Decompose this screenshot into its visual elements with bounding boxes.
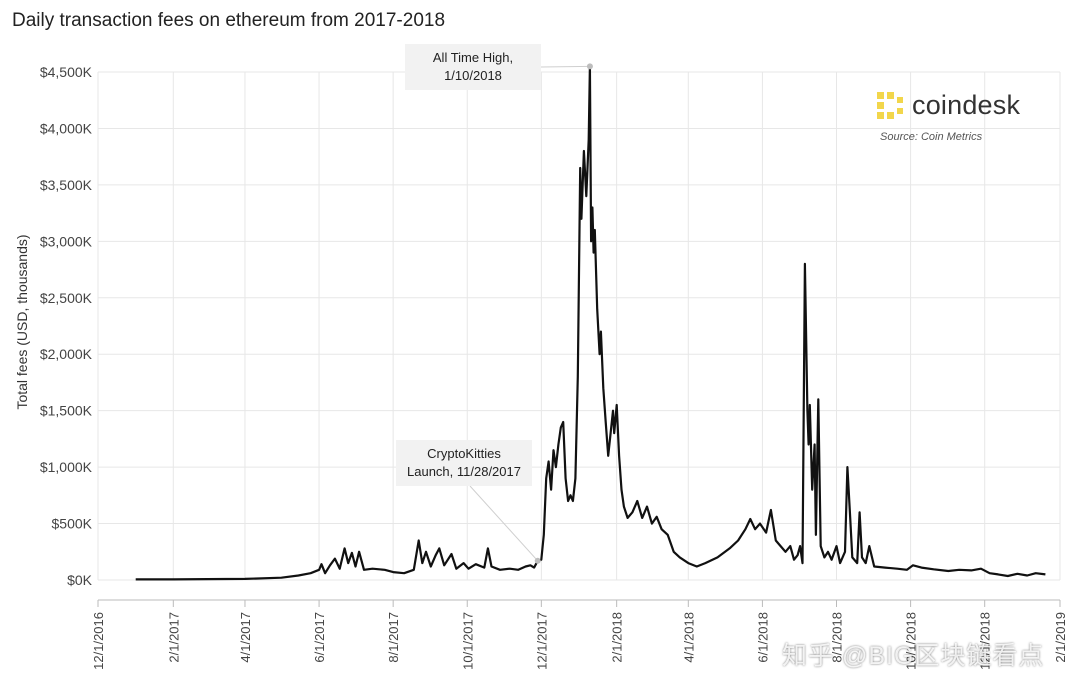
- x-tick-label: 6/1/2017: [312, 612, 327, 663]
- grid-layer: [97, 71, 1061, 581]
- x-tick-label: 12/1/2016: [91, 612, 106, 670]
- y-tick-label: $0K: [67, 572, 93, 588]
- y-ticks: $0K $500K $1,000K $1,500K $2,000K $2,500K $3,0…: [40, 64, 93, 588]
- coindesk-mark-icon: [877, 91, 903, 119]
- annotation-text: 1/10/2018: [444, 68, 502, 83]
- x-tick-label: 6/1/2018: [755, 612, 770, 663]
- y-tick-label: $4,000K: [40, 120, 93, 136]
- x-ticks: 12/1/2016 2/1/2017 4/1/2017 6/1/2017 8/1/201…: [91, 599, 1068, 670]
- chart-title: Daily transaction fees on ethereum from …: [12, 10, 446, 31]
- y-tick-label: $3,500K: [40, 177, 93, 193]
- x-tick-label: 4/1/2017: [238, 612, 253, 663]
- x-tick-label: 10/1/2018: [904, 612, 919, 670]
- series-layer: [135, 65, 1046, 581]
- x-tick-label: 4/1/2018: [681, 612, 696, 663]
- x-tick-label: 2/1/2019: [1053, 612, 1068, 663]
- annotation-connector: [469, 485, 539, 562]
- source-note: Source: Coin Metrics: [880, 131, 983, 143]
- y-tick-label: $2,500K: [40, 290, 93, 306]
- y-tick-label: $1,500K: [40, 403, 93, 419]
- coindesk-logo: coindesk: [876, 90, 1020, 121]
- x-tick-label: 2/1/2017: [166, 612, 181, 663]
- y-tick-label: $1,000K: [40, 459, 93, 475]
- annotation-text: CryptoKitties: [427, 446, 501, 461]
- x-tick-label: 8/1/2017: [386, 612, 401, 663]
- annotation-point: [586, 63, 593, 70]
- annotation-box: [396, 440, 532, 486]
- y-tick-label: $3,000K: [40, 233, 93, 249]
- y-tick-label: $4,500K: [40, 64, 93, 80]
- annotation-connector: [540, 65, 590, 68]
- x-tick-label: 12/1/2018: [978, 612, 993, 670]
- series-line: [135, 65, 1046, 581]
- watermark: 知乎 @BIG区块链看点: [782, 642, 1045, 670]
- annotation-box: [405, 44, 541, 90]
- annotation-text: Launch, 11/28/2017: [407, 464, 521, 479]
- x-tick-label: 2/1/2018: [610, 612, 625, 663]
- y-tick-label: $2,000K: [40, 346, 93, 362]
- annotations: All Time High, 1/10/2018 CryptoKitties Laun…: [396, 44, 593, 564]
- brand-name: coindesk: [912, 90, 1021, 120]
- x-tick-label: 10/1/2017: [460, 612, 475, 670]
- x-tick-label: 12/1/2017: [534, 612, 549, 670]
- annotation-point: [534, 557, 541, 564]
- annotation-text: All Time High,: [433, 50, 513, 65]
- y-tick-label: $500K: [52, 516, 93, 532]
- x-tick-label: 8/1/2018: [830, 612, 845, 663]
